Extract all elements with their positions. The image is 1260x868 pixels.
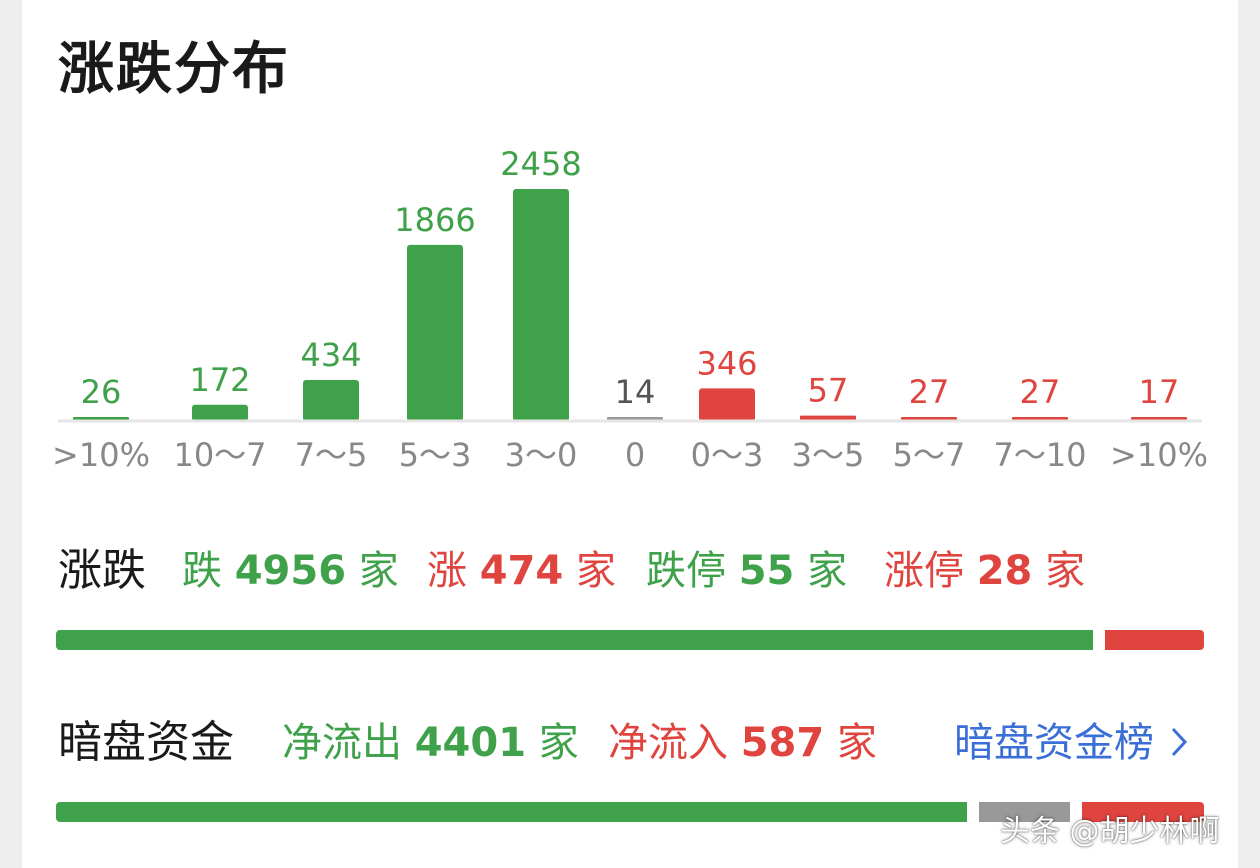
category-label-1: 10～7 — [173, 436, 266, 474]
category-label-2: 7～5 — [295, 436, 368, 474]
stat-outflow-suffix: 家 — [538, 720, 579, 766]
stat-down-prefix: 跌 — [182, 548, 222, 594]
value-label-10: 17 — [1139, 373, 1180, 411]
bar-3 — [407, 244, 463, 421]
dark-pool-outflow-segment — [56, 802, 967, 822]
chevron-right-icon — [1170, 721, 1188, 765]
stat-down-suffix: 家 — [358, 548, 399, 594]
stat-inflow-value: 587 — [740, 720, 825, 766]
dark-pool-label: 暗盘资金 — [58, 717, 234, 768]
stat-down: 跌 4956 家 — [182, 538, 399, 596]
category-label-10: >10% — [1110, 436, 1208, 474]
category-label-5: 0 — [625, 436, 645, 474]
dark-pool-rank-label: 暗盘资金榜 — [954, 720, 1154, 766]
value-label-9: 27 — [1020, 373, 1061, 411]
category-label-group: >10% 10～7 7～5 5～3 3～0 0 0～3 3～5 5～7 7～10 >10% — [52, 436, 1208, 474]
bar-group — [73, 189, 1187, 421]
stat-limit-down: 跌停 55 家 — [646, 538, 847, 596]
stat-up-prefix: 涨 — [427, 548, 467, 594]
stat-limit-up: 涨停 28 家 — [884, 538, 1085, 596]
value-label-1: 172 — [189, 361, 250, 399]
breadth-up-segment — [1104, 630, 1204, 650]
value-label-group: 26 172 434 1866 2458 14 346 57 27 27 17 — [81, 145, 1180, 411]
dark-pool-neutral-segment — [978, 802, 1071, 822]
value-label-7: 57 — [808, 372, 849, 410]
card-background — [22, 0, 1238, 868]
value-label-3: 1866 — [394, 201, 475, 239]
value-label-5: 14 — [615, 373, 656, 411]
category-label-4: 3～0 — [505, 436, 578, 474]
stat-limit-down-suffix: 家 — [807, 548, 848, 594]
bar-6 — [699, 388, 755, 421]
category-label-8: 5～7 — [893, 436, 966, 474]
stat-outflow: 净流出 4401 家 — [282, 710, 579, 768]
stat-inflow-suffix: 家 — [836, 720, 877, 766]
dark-pool-ratio-bar — [56, 802, 1204, 822]
stat-limit-up-prefix: 涨停 — [884, 548, 964, 594]
stat-up-value: 474 — [479, 548, 564, 594]
dark-pool-inflow-segment — [1082, 802, 1204, 822]
dark-pool-rank-link[interactable]: 暗盘资金榜 — [954, 710, 1188, 768]
breadth-ratio-bar — [56, 630, 1204, 650]
watermark: 头条 @胡少林啊 — [1000, 814, 1220, 849]
category-label-9: 7～10 — [993, 436, 1086, 474]
stat-inflow: 净流入 587 家 — [608, 710, 877, 768]
stat-limit-up-value: 28 — [976, 548, 1033, 594]
category-label-7: 3～5 — [792, 436, 865, 474]
stat-down-value: 4956 — [234, 548, 347, 594]
distribution-chart: 26 172 434 1866 2458 14 346 57 27 27 17 >10% 10～7 7～… — [52, 145, 1208, 474]
bar-1 — [192, 404, 248, 421]
bar-2 — [303, 380, 359, 421]
bar-4 — [513, 189, 569, 421]
value-label-8: 27 — [909, 373, 950, 411]
stat-limit-down-prefix: 跌停 — [646, 548, 726, 594]
stat-inflow-prefix: 净流入 — [608, 720, 728, 766]
category-label-6: 0～3 — [691, 436, 764, 474]
stat-outflow-value: 4401 — [414, 720, 527, 766]
stat-outflow-prefix: 净流出 — [282, 720, 402, 766]
breadth-label: 涨跌 — [58, 545, 146, 596]
breadth-down-segment — [56, 630, 1093, 650]
stat-limit-up-suffix: 家 — [1045, 548, 1086, 594]
value-label-0: 26 — [81, 373, 122, 411]
stat-up: 涨 474 家 — [427, 538, 616, 596]
value-label-6: 346 — [696, 344, 757, 382]
stat-limit-down-value: 55 — [738, 548, 795, 594]
value-label-4: 2458 — [500, 145, 581, 183]
category-label-0: >10% — [52, 436, 150, 474]
category-label-3: 5～3 — [399, 436, 472, 474]
page-title: 涨跌分布 — [58, 37, 290, 102]
stat-up-suffix: 家 — [575, 548, 616, 594]
value-label-2: 434 — [300, 336, 361, 374]
